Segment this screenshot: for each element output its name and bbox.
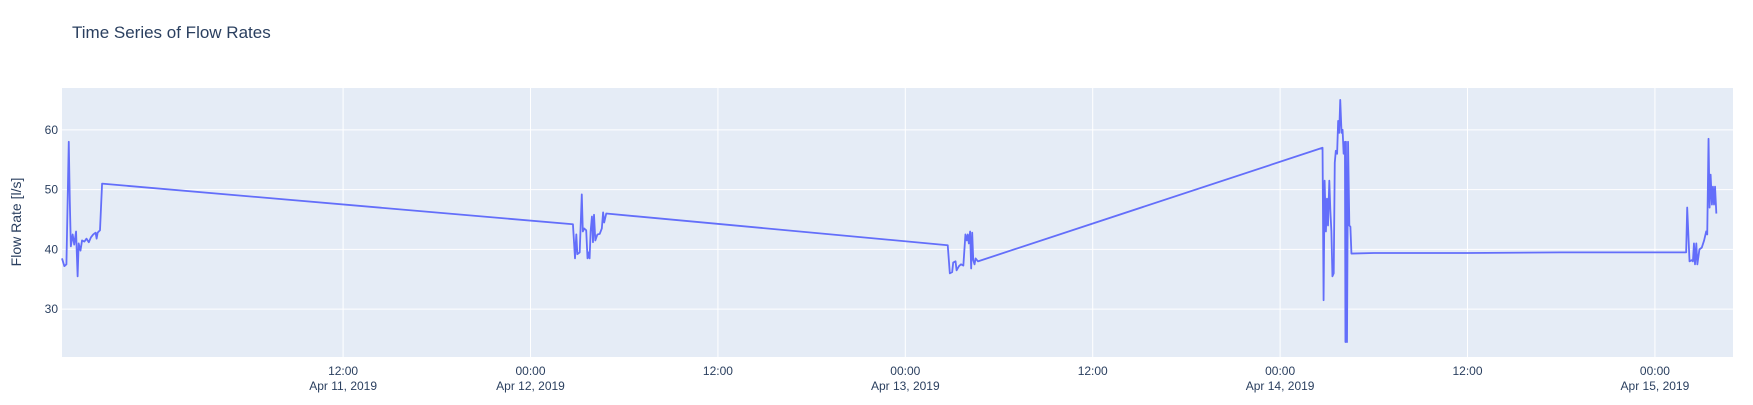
plot-area xyxy=(62,88,1733,357)
y-gridlines xyxy=(62,129,1733,310)
x-tick-date-label: Apr 14, 2019 xyxy=(1246,379,1315,393)
x-tick-label: 00:00 xyxy=(890,364,920,378)
x-tick-label: 00:00 xyxy=(1265,364,1295,378)
chart-title: Time Series of Flow Rates xyxy=(72,23,271,42)
y-tick-label: 50 xyxy=(45,183,59,197)
y-tick-label: 60 xyxy=(45,123,59,137)
y-axis-title: Flow Rate [l/s] xyxy=(8,178,24,267)
x-tick-date-label: Apr 12, 2019 xyxy=(496,379,565,393)
x-tick-label: 12:00 xyxy=(1452,364,1482,378)
series-layer xyxy=(61,99,1718,343)
x-tick-label: 00:00 xyxy=(1640,364,1670,378)
x-tick-date-label: Apr 13, 2019 xyxy=(871,379,940,393)
x-tick-date-label: Apr 15, 2019 xyxy=(1621,379,1690,393)
y-axis-ticks: 30 40 50 60 xyxy=(45,123,59,316)
x-tick-label: 12:00 xyxy=(328,364,358,378)
x-tick-label: 12:00 xyxy=(1078,364,1108,378)
y-tick-label: 30 xyxy=(45,302,59,316)
x-tick-label: 00:00 xyxy=(515,364,545,378)
x-tick-label: 12:00 xyxy=(703,364,733,378)
y-tick-label: 40 xyxy=(45,242,59,256)
x-tick-date-label: Apr 11, 2019 xyxy=(309,379,377,393)
x-gridlines xyxy=(342,88,1656,357)
series-line xyxy=(61,99,1718,343)
